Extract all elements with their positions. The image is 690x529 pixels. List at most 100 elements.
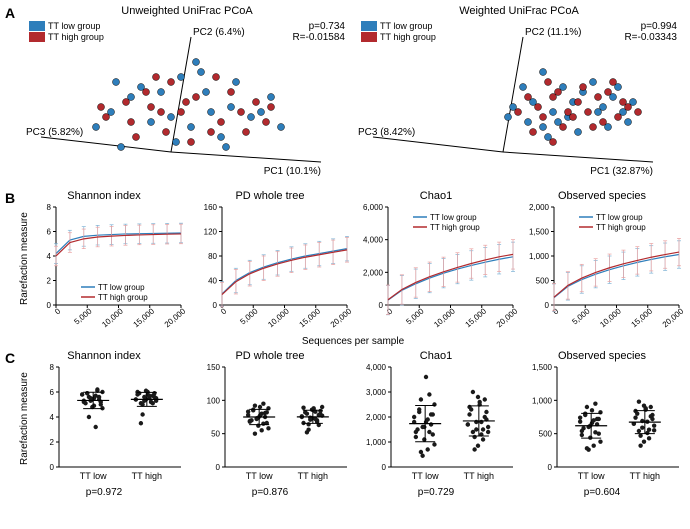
svg-text:500: 500 [536,277,550,286]
legend-label: TT low group [48,21,100,31]
scatter-plot: 02468TT lowTT high [21,362,186,487]
rarefaction-plot: 0246805,00010,00015,00020,000TT low grou… [21,202,186,340]
svg-text:2,000: 2,000 [363,268,384,277]
svg-text:TT low: TT low [80,471,107,481]
svg-text:150: 150 [207,363,221,372]
svg-text:TT high: TT high [464,471,494,481]
scatter-plot: 05001,0001,500TT lowTT high [519,362,684,487]
rarefaction-shannon-index: Shannon index0246805,00010,00015,00020,0… [21,190,187,345]
svg-text:15,000: 15,000 [132,306,157,329]
subplot-title: Observed species [519,350,685,362]
svg-text:80: 80 [208,252,217,261]
svg-text:2: 2 [47,277,52,286]
panel-label-c: C [5,350,15,366]
svg-text:500: 500 [539,430,553,439]
svg-text:1,000: 1,000 [366,438,387,447]
rarefaction-plot: 0408012016005,00010,00015,00020,000 [187,202,352,340]
svg-text:5,000: 5,000 [238,306,260,326]
svg-text:6: 6 [50,388,55,397]
scatter-chao1: Chao101,0002,0003,0004,000TT lowTT highp… [353,350,519,505]
svg-text:6,000: 6,000 [363,203,384,212]
svg-text:20,000: 20,000 [661,306,684,329]
svg-text:50: 50 [211,430,220,439]
svg-text:15,000: 15,000 [464,306,489,329]
svg-text:2,000: 2,000 [529,203,550,212]
legend-swatch-blue [29,21,45,31]
x-axis-label: Sequences per sample [21,336,685,347]
pcoa-left: Unweighted UniFrac PCoA TT low group TT … [21,5,353,185]
scatter-plot: 050100150TT lowTT high [187,362,352,487]
subplot-title: PD whole tree [187,350,353,362]
panel-label-b: B [5,190,15,206]
svg-text:TT low group: TT low group [98,283,145,292]
svg-text:0: 0 [219,306,229,316]
pcoa-right-stats: p=0.994 R=-0.03343 [624,21,677,43]
pcoa-right-legend: TT low group TT high group [361,21,436,43]
legend-swatch-red [361,32,377,42]
svg-text:TT low: TT low [578,471,605,481]
svg-text:4: 4 [47,252,52,261]
svg-text:TT high: TT high [298,471,328,481]
svg-text:1,000: 1,000 [529,252,550,261]
svg-text:4,000: 4,000 [363,236,384,245]
svg-text:TT low: TT low [412,471,439,481]
svg-text:TT high group: TT high group [98,293,148,302]
svg-text:10,000: 10,000 [266,306,291,329]
svg-text:20,000: 20,000 [329,306,352,329]
rarefaction-chao1: Chao102,0004,0006,00005,00010,00015,0002… [353,190,519,345]
rarefaction-observed-species: Observed species05001,0001,5002,00005,00… [519,190,685,345]
y-axis-label: Rarefaction measure [19,212,30,305]
legend-label: TT high group [380,32,436,42]
subplot-title: Shannon index [21,190,187,202]
svg-text:3,000: 3,000 [366,388,387,397]
svg-text:0: 0 [213,301,218,310]
svg-text:20,000: 20,000 [495,306,518,329]
pcoa-left-stats: p=0.734 R=-0.01584 [292,21,345,43]
panel-label-a: A [5,5,15,21]
svg-text:120: 120 [204,228,218,237]
y-axis-label: Rarefaction measure [19,372,30,465]
p-value: p=0.604 [519,487,685,498]
svg-text:0: 0 [545,301,550,310]
svg-text:PC3 (5.82%): PC3 (5.82%) [26,127,83,138]
p-value: p=0.729 [353,487,519,498]
stat-p: p=0.994 [624,21,677,32]
legend-label: TT low group [380,21,432,31]
svg-text:100: 100 [207,396,221,405]
svg-text:TT low group: TT low group [430,213,477,222]
subplot-title: Chao1 [353,350,519,362]
svg-text:10,000: 10,000 [100,306,125,329]
svg-text:2: 2 [50,438,55,447]
svg-text:160: 160 [204,203,218,212]
pcoa-right: Weighted UniFrac PCoA TT low group TT hi… [353,5,685,185]
svg-text:TT high group: TT high group [430,223,480,232]
p-value: p=0.876 [187,487,353,498]
svg-text:10,000: 10,000 [598,306,623,329]
svg-text:1,500: 1,500 [532,363,553,372]
svg-text:15,000: 15,000 [630,306,655,329]
svg-text:5,000: 5,000 [570,306,592,326]
svg-text:PC3 (8.42%): PC3 (8.42%) [358,127,415,138]
svg-text:PC2 (6.4%): PC2 (6.4%) [193,27,245,38]
svg-text:15,000: 15,000 [298,306,323,329]
subplot-title: Observed species [519,190,685,202]
svg-text:0: 0 [548,463,553,472]
svg-text:1,500: 1,500 [529,228,550,237]
svg-text:8: 8 [50,363,55,372]
legend-swatch-red [29,32,45,42]
svg-text:5,000: 5,000 [72,306,94,326]
svg-text:TT low group: TT low group [596,213,643,222]
svg-text:PC1 (10.1%): PC1 (10.1%) [264,166,321,177]
svg-text:0: 0 [53,306,63,316]
svg-text:0: 0 [379,301,384,310]
p-value: p=0.972 [21,487,187,498]
svg-text:4: 4 [50,413,55,422]
svg-text:TT high: TT high [132,471,162,481]
svg-text:5,000: 5,000 [404,306,426,326]
legend-label: TT high group [48,32,104,42]
pcoa-right-title: Weighted UniFrac PCoA [353,5,685,17]
rarefaction-plot: 02,0004,0006,00005,00010,00015,00020,000… [353,202,518,340]
pcoa-left-legend: TT low group TT high group [29,21,104,43]
subplot-title: Chao1 [353,190,519,202]
svg-text:TT low: TT low [246,471,273,481]
